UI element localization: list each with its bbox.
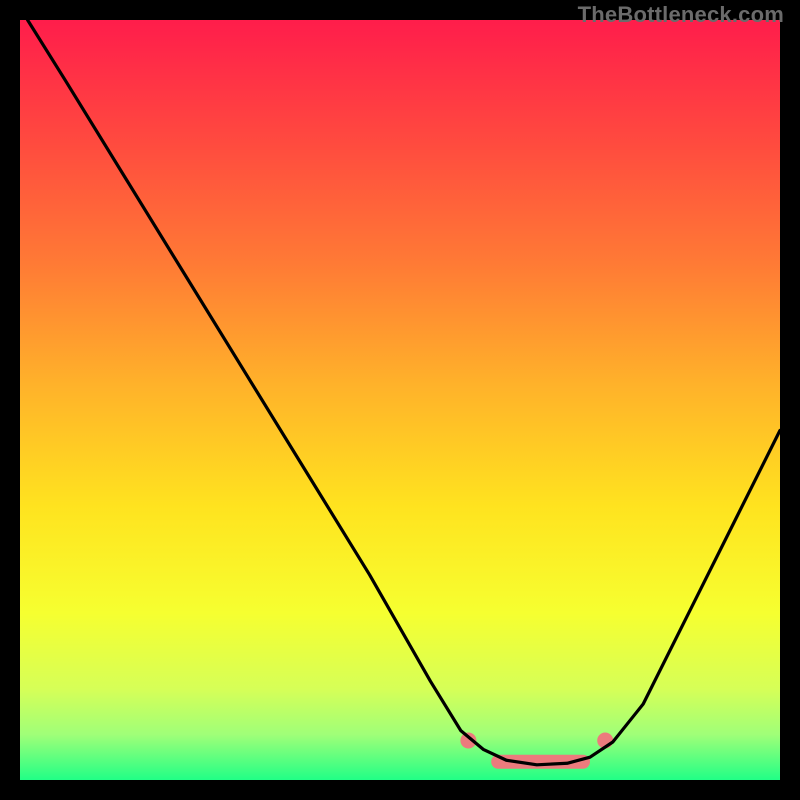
watermark-text: TheBottleneck.com: [578, 2, 784, 28]
chart-background: [20, 20, 780, 780]
